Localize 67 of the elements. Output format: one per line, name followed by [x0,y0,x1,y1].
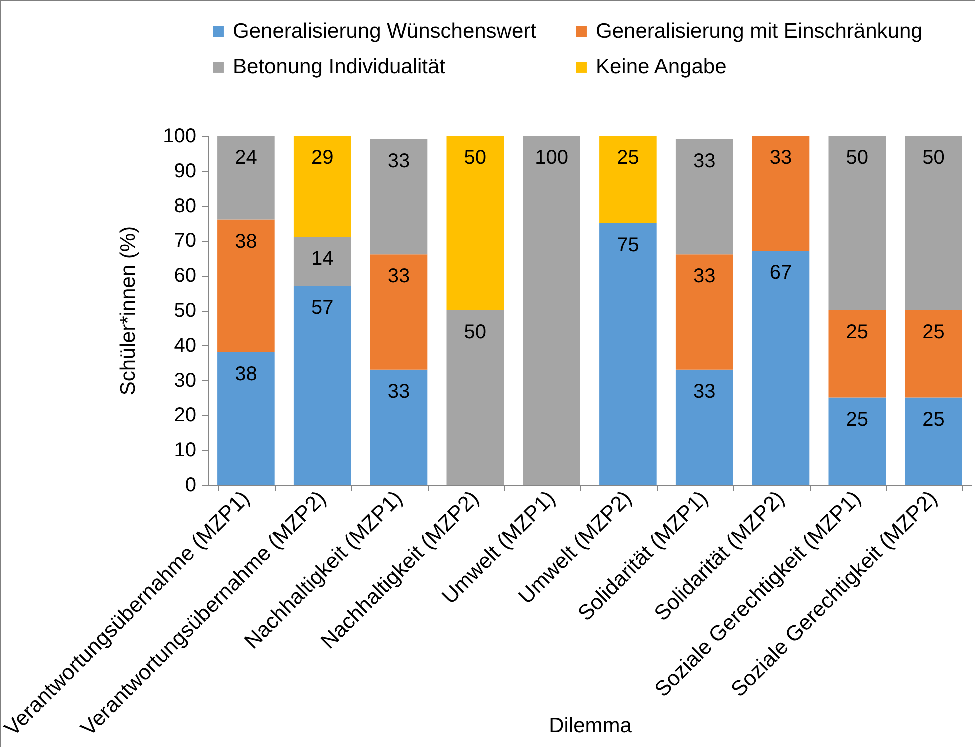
legend-label: Generalisierung mit Einschränkung [596,20,923,43]
bar [676,254,734,370]
bar [905,398,962,485]
data-label: 75 [617,234,640,256]
legend-label: Betonung Individualität [233,56,446,78]
bar [446,136,504,310]
data-label: 38 [235,230,258,253]
data-label: 100 [535,147,568,169]
bar [218,220,275,352]
bar [752,136,810,252]
y-tick-label: 10 [174,440,196,462]
bar [828,310,886,398]
bar [676,139,734,255]
bar [370,254,428,370]
data-label: 25 [617,147,640,169]
data-label: 57 [311,297,334,320]
data-label: 29 [311,147,334,169]
data-label: 24 [235,147,258,169]
bar [446,310,504,485]
bar [828,398,886,485]
bar [905,136,962,310]
data-label: 25 [846,322,869,344]
bar [218,136,275,220]
data-label: 33 [770,147,792,169]
data-label: 25 [922,322,945,344]
y-tick-label: 100 [163,126,196,148]
data-label: 33 [693,380,716,403]
y-axis-title: Schüler*innen (%) [117,226,140,396]
y-tick-label: 80 [174,195,196,218]
y-tick-label: 20 [174,404,196,427]
data-label: 33 [693,150,716,172]
data-label: 33 [388,266,410,288]
data-label: 33 [388,380,410,403]
data-label: 14 [311,248,334,270]
y-tick-label: 50 [174,300,196,322]
data-label: 33 [693,266,716,288]
data-label: 50 [846,147,869,169]
data-label: 50 [464,147,487,169]
bar [370,139,428,255]
data-label: 67 [770,262,792,284]
bar [600,136,657,224]
x-axis-title: Dilemma [549,714,632,738]
y-tick-label: 30 [174,370,196,392]
legend-label: Keine Angabe [596,56,727,78]
bar [752,251,810,485]
bar [218,352,275,485]
y-tick-label: 90 [174,160,196,182]
bar [294,286,352,485]
data-label: 50 [464,322,487,344]
bar [828,136,886,310]
data-label: 33 [388,150,410,172]
data-label: 25 [922,408,945,431]
bar [905,310,962,398]
y-tick-label: 70 [174,230,196,252]
bar [370,370,428,485]
bar [676,370,734,485]
data-label: 38 [235,363,258,386]
legend-label: Generalisierung Wünschenswert [233,20,537,43]
bar [294,237,352,286]
bar [600,223,657,485]
y-tick-label: 40 [174,334,196,357]
bar [294,136,352,238]
bar [523,136,580,485]
y-tick-label: 0 [185,474,196,496]
data-label: 25 [846,408,869,431]
data-label: 50 [922,147,945,169]
y-tick-label: 60 [174,265,196,288]
